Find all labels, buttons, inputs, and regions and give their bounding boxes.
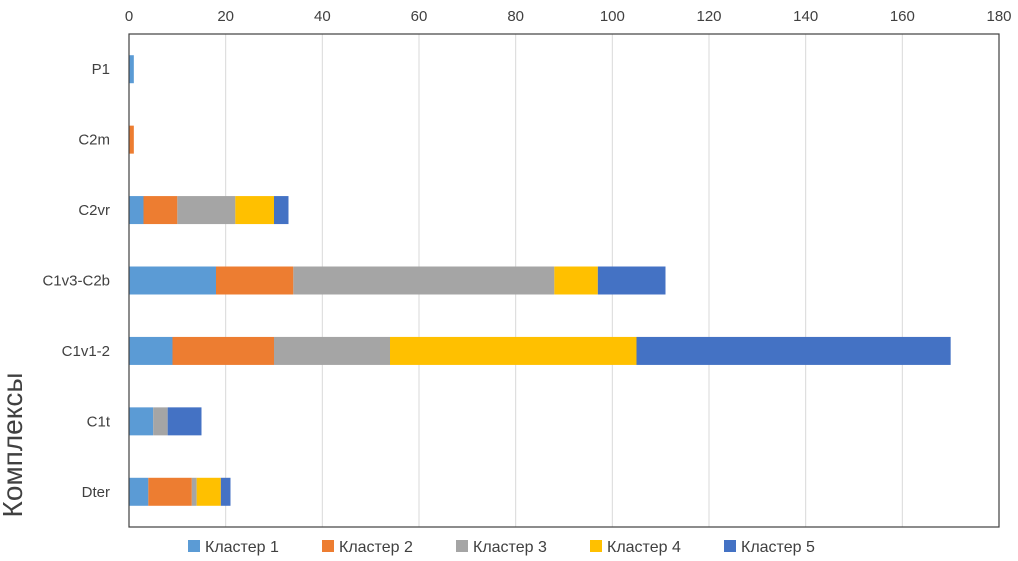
legend-label: Кластер 5	[741, 539, 815, 556]
bar-segment	[129, 407, 154, 436]
x-tick-label: 80	[507, 8, 524, 25]
bar-segment	[129, 125, 134, 154]
bar-segment	[172, 336, 274, 365]
y-category-label: C2m	[78, 132, 110, 149]
y-category-label: C1t	[87, 413, 111, 430]
bar-segment	[390, 336, 637, 365]
x-tick-label: 160	[890, 8, 915, 25]
x-tick-label: 40	[314, 8, 331, 25]
bars	[129, 55, 951, 506]
plot-area-frame	[128, 33, 1000, 528]
bar-segment	[597, 266, 666, 295]
bar-segment	[274, 336, 390, 365]
bar-segment	[220, 477, 231, 506]
x-tick-label: 180	[986, 8, 1011, 25]
legend-swatch	[456, 540, 468, 552]
bar-segment	[129, 336, 173, 365]
bar-segment	[129, 196, 144, 225]
legend-swatch	[590, 540, 602, 552]
bar-segment	[274, 196, 289, 225]
x-tick-label: 100	[600, 8, 625, 25]
x-tick-label: 120	[696, 8, 721, 25]
bar-segment	[153, 407, 168, 436]
bar-segment	[554, 266, 598, 295]
legend-label: Кластер 4	[607, 539, 681, 556]
bar-segment	[143, 196, 178, 225]
bar-segment	[129, 266, 216, 295]
legend: Кластер 1 Кластер 2 Кластер 3 Кластер 4 Клас…	[188, 539, 815, 556]
y-category-label: C2vr	[78, 202, 110, 219]
legend-swatch	[322, 540, 334, 552]
bar-segment	[191, 477, 197, 506]
legend-label: Кластер 2	[339, 539, 413, 556]
bar-segment	[129, 55, 134, 84]
legend-swatch	[188, 540, 200, 552]
bar-segment	[196, 477, 221, 506]
bar-segment	[148, 477, 192, 506]
bar-segment	[636, 336, 951, 365]
x-tick-label: 140	[793, 8, 818, 25]
bar-segment	[235, 196, 274, 225]
bar-segment	[167, 407, 202, 436]
axes: 0 20 40 60 80 100 120 140 160 180 P1 C2m C2vr C1v3-C2…	[42, 8, 1012, 528]
bar-segment	[177, 196, 236, 225]
legend-swatch	[724, 540, 736, 552]
y-category-label: C1v3-C2b	[42, 273, 110, 290]
y-category-label: P1	[92, 61, 110, 78]
bar-segment	[216, 266, 294, 295]
y-category-label: C1v1-2	[62, 343, 110, 360]
x-tick-label: 20	[217, 8, 234, 25]
y-axis-title: Комплексы	[0, 373, 28, 518]
x-tick-label: 60	[411, 8, 428, 25]
x-tick-label: 0	[125, 8, 133, 25]
bar-segment	[129, 477, 149, 506]
legend-label: Кластер 1	[205, 539, 279, 556]
legend-label: Кластер 3	[473, 539, 547, 556]
bar-segment	[293, 266, 555, 295]
y-category-label: Dter	[82, 484, 110, 501]
